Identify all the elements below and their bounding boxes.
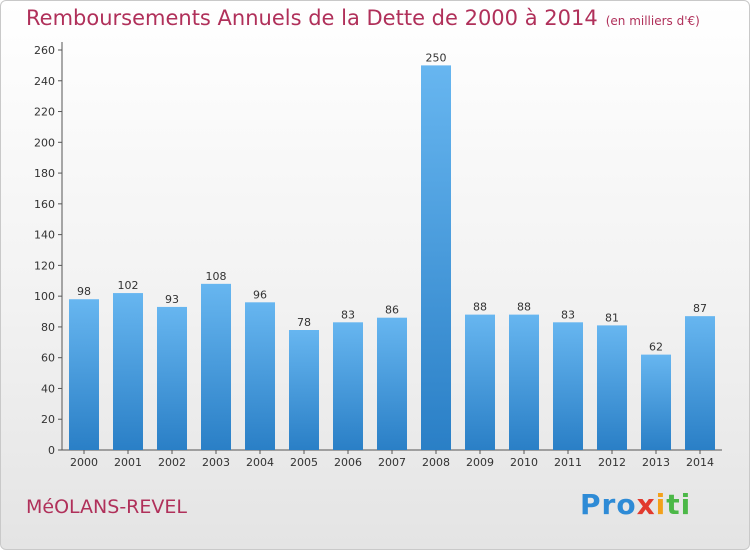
chart-title: Remboursements Annuels de la Dette de 20… [26, 6, 700, 30]
bar-2012 [597, 325, 627, 450]
x-tick-label-2001: 2001 [114, 456, 142, 469]
bar-2011 [553, 322, 583, 450]
data-label-2001: 102 [118, 279, 139, 292]
x-tick-label-2002: 2002 [158, 456, 186, 469]
bar-2005 [289, 330, 319, 450]
x-tick-label-2011: 2011 [554, 456, 582, 469]
x-tick-label-2007: 2007 [378, 456, 406, 469]
bar-2002 [157, 306, 187, 450]
data-label-2000: 98 [77, 285, 91, 298]
x-tick-label-2013: 2013 [642, 456, 670, 469]
data-label-2004: 96 [253, 288, 267, 301]
x-tick-label-2003: 2003 [202, 456, 230, 469]
bar-2013 [641, 354, 671, 450]
bar-2006 [333, 322, 363, 450]
x-tick-label-2008: 2008 [422, 456, 450, 469]
y-tick-label: 100 [34, 290, 55, 303]
data-label-2009: 88 [473, 301, 487, 314]
y-tick-label: 140 [34, 229, 55, 242]
data-label-2014: 87 [693, 302, 707, 315]
data-label-2013: 62 [649, 341, 663, 354]
y-tick-label: 220 [34, 106, 55, 119]
x-tick-label-2004: 2004 [246, 456, 274, 469]
x-tick-label-2000: 2000 [70, 456, 98, 469]
y-tick-label: 60 [41, 352, 55, 365]
x-tick-label-2014: 2014 [686, 456, 714, 469]
data-label-2006: 83 [341, 308, 355, 321]
data-label-2003: 108 [206, 270, 227, 283]
y-tick-label: 0 [48, 444, 55, 457]
bar-2000 [69, 299, 99, 450]
y-tick-label: 120 [34, 259, 55, 272]
data-label-2007: 86 [385, 304, 399, 317]
commune-name: MéOLANS-REVEL [26, 496, 187, 518]
proxiti-logo: Proxiti [580, 488, 692, 521]
x-tick-label-2010: 2010 [510, 456, 538, 469]
bar-2001 [113, 293, 143, 450]
bar-2004 [245, 302, 275, 450]
bar-2010 [509, 314, 539, 450]
data-label-2011: 83 [561, 308, 575, 321]
y-tick-label: 160 [34, 198, 55, 211]
y-tick-label: 20 [41, 413, 55, 426]
y-tick-label: 40 [41, 382, 55, 395]
bar-2009 [465, 314, 495, 450]
bar-2008 [421, 65, 451, 450]
bar-2007 [377, 317, 407, 450]
data-label-2005: 78 [297, 316, 311, 329]
y-tick-label: 200 [34, 136, 55, 149]
data-label-2008: 250 [426, 51, 447, 64]
y-tick-label: 80 [41, 321, 55, 334]
y-tick-label: 240 [34, 75, 55, 88]
x-tick-label-2009: 2009 [466, 456, 494, 469]
chart-bars: 98 102 93 108 96 78 83 86 250 88 88 83 81 62 87 [69, 51, 715, 450]
chart-title-text: Remboursements Annuels de la Dette de 20… [26, 6, 598, 30]
bar-2003 [201, 283, 231, 450]
x-tick-label-2012: 2012 [598, 456, 626, 469]
chart-unit: (en milliers d'€) [605, 14, 700, 28]
x-tick-label-2005: 2005 [290, 456, 318, 469]
data-label-2002: 93 [165, 293, 179, 306]
y-tick-label: 180 [34, 167, 55, 180]
data-label-2012: 81 [605, 311, 619, 324]
bar-2014 [685, 316, 715, 450]
data-label-2010: 88 [517, 301, 531, 314]
x-tick-label-2006: 2006 [334, 456, 362, 469]
y-tick-label: 260 [34, 44, 55, 57]
